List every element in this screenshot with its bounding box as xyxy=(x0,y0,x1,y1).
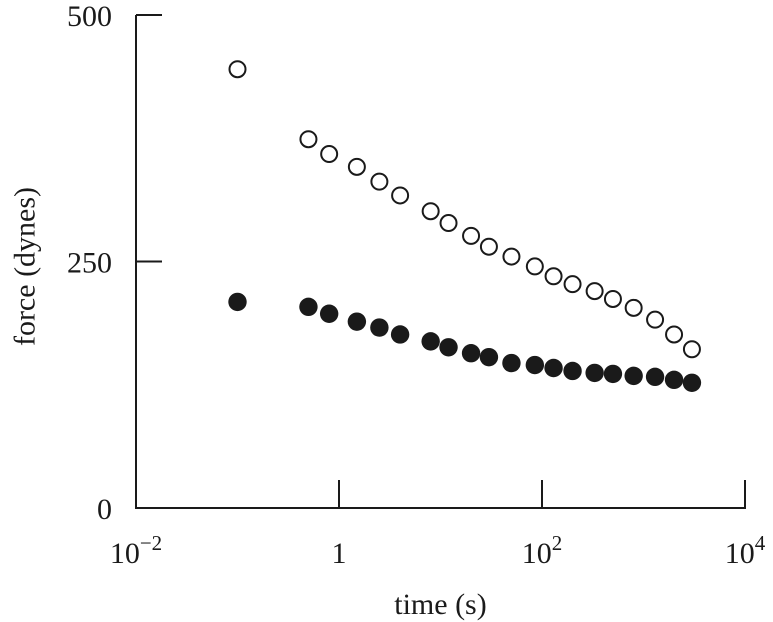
filled-point xyxy=(370,318,389,337)
filled-point xyxy=(461,343,481,363)
filled-point xyxy=(544,358,563,378)
filled-point xyxy=(525,355,545,375)
open-point xyxy=(320,145,339,164)
filled-point xyxy=(664,370,684,390)
x-tick-base: 1 xyxy=(332,537,347,570)
y-tick-label: 0 xyxy=(97,493,112,526)
open-point xyxy=(646,310,665,329)
filled-point xyxy=(585,363,604,383)
open-point xyxy=(370,172,389,191)
x-tick-exponent: 2 xyxy=(552,531,563,555)
filled-point xyxy=(347,312,367,331)
open-series xyxy=(228,60,701,359)
axes xyxy=(135,15,746,509)
filled-point xyxy=(479,347,499,367)
filled-point xyxy=(228,292,247,312)
filled-point xyxy=(299,297,318,317)
open-point xyxy=(299,130,318,149)
open-point xyxy=(563,275,582,294)
filled-series xyxy=(228,292,702,392)
data-points xyxy=(228,60,702,392)
open-point xyxy=(502,247,521,266)
filled-point xyxy=(390,325,410,344)
y-tick-label: 500 xyxy=(67,0,112,33)
x-axis-title: time (s) xyxy=(394,588,486,621)
open-point xyxy=(479,237,498,256)
x-tick-label: 104 xyxy=(725,531,766,570)
open-point xyxy=(462,226,481,245)
x-tick-label: 1 xyxy=(332,537,347,570)
y-tick-label: 250 xyxy=(67,247,112,280)
open-point xyxy=(682,340,701,359)
y-axis-title: force (dynes) xyxy=(9,187,42,346)
open-point xyxy=(439,214,458,233)
filled-point xyxy=(682,373,702,392)
filled-point xyxy=(603,364,623,384)
open-point xyxy=(228,60,247,79)
filled-point xyxy=(319,304,339,323)
open-point xyxy=(421,202,440,221)
filled-point xyxy=(563,361,582,381)
filled-point xyxy=(439,338,458,357)
filled-point xyxy=(421,332,440,351)
x-tick-label: 10−2 xyxy=(110,531,162,570)
open-point xyxy=(665,325,684,344)
x-tick-base: 10 xyxy=(522,537,552,570)
x-tick-exponent: −2 xyxy=(140,531,162,555)
open-point xyxy=(585,282,604,301)
x-tick-base: 10 xyxy=(725,537,755,570)
open-point xyxy=(624,298,643,317)
x-tick-exponent: 4 xyxy=(755,531,766,555)
open-point xyxy=(603,289,622,308)
open-point xyxy=(391,186,410,205)
open-point xyxy=(347,157,366,176)
open-point xyxy=(544,267,563,286)
x-tick-label: 102 xyxy=(522,531,563,570)
filled-point xyxy=(502,353,521,373)
x-tick-base: 10 xyxy=(110,537,140,570)
open-point xyxy=(525,257,544,276)
filled-point xyxy=(645,367,665,387)
filled-point xyxy=(624,366,643,386)
